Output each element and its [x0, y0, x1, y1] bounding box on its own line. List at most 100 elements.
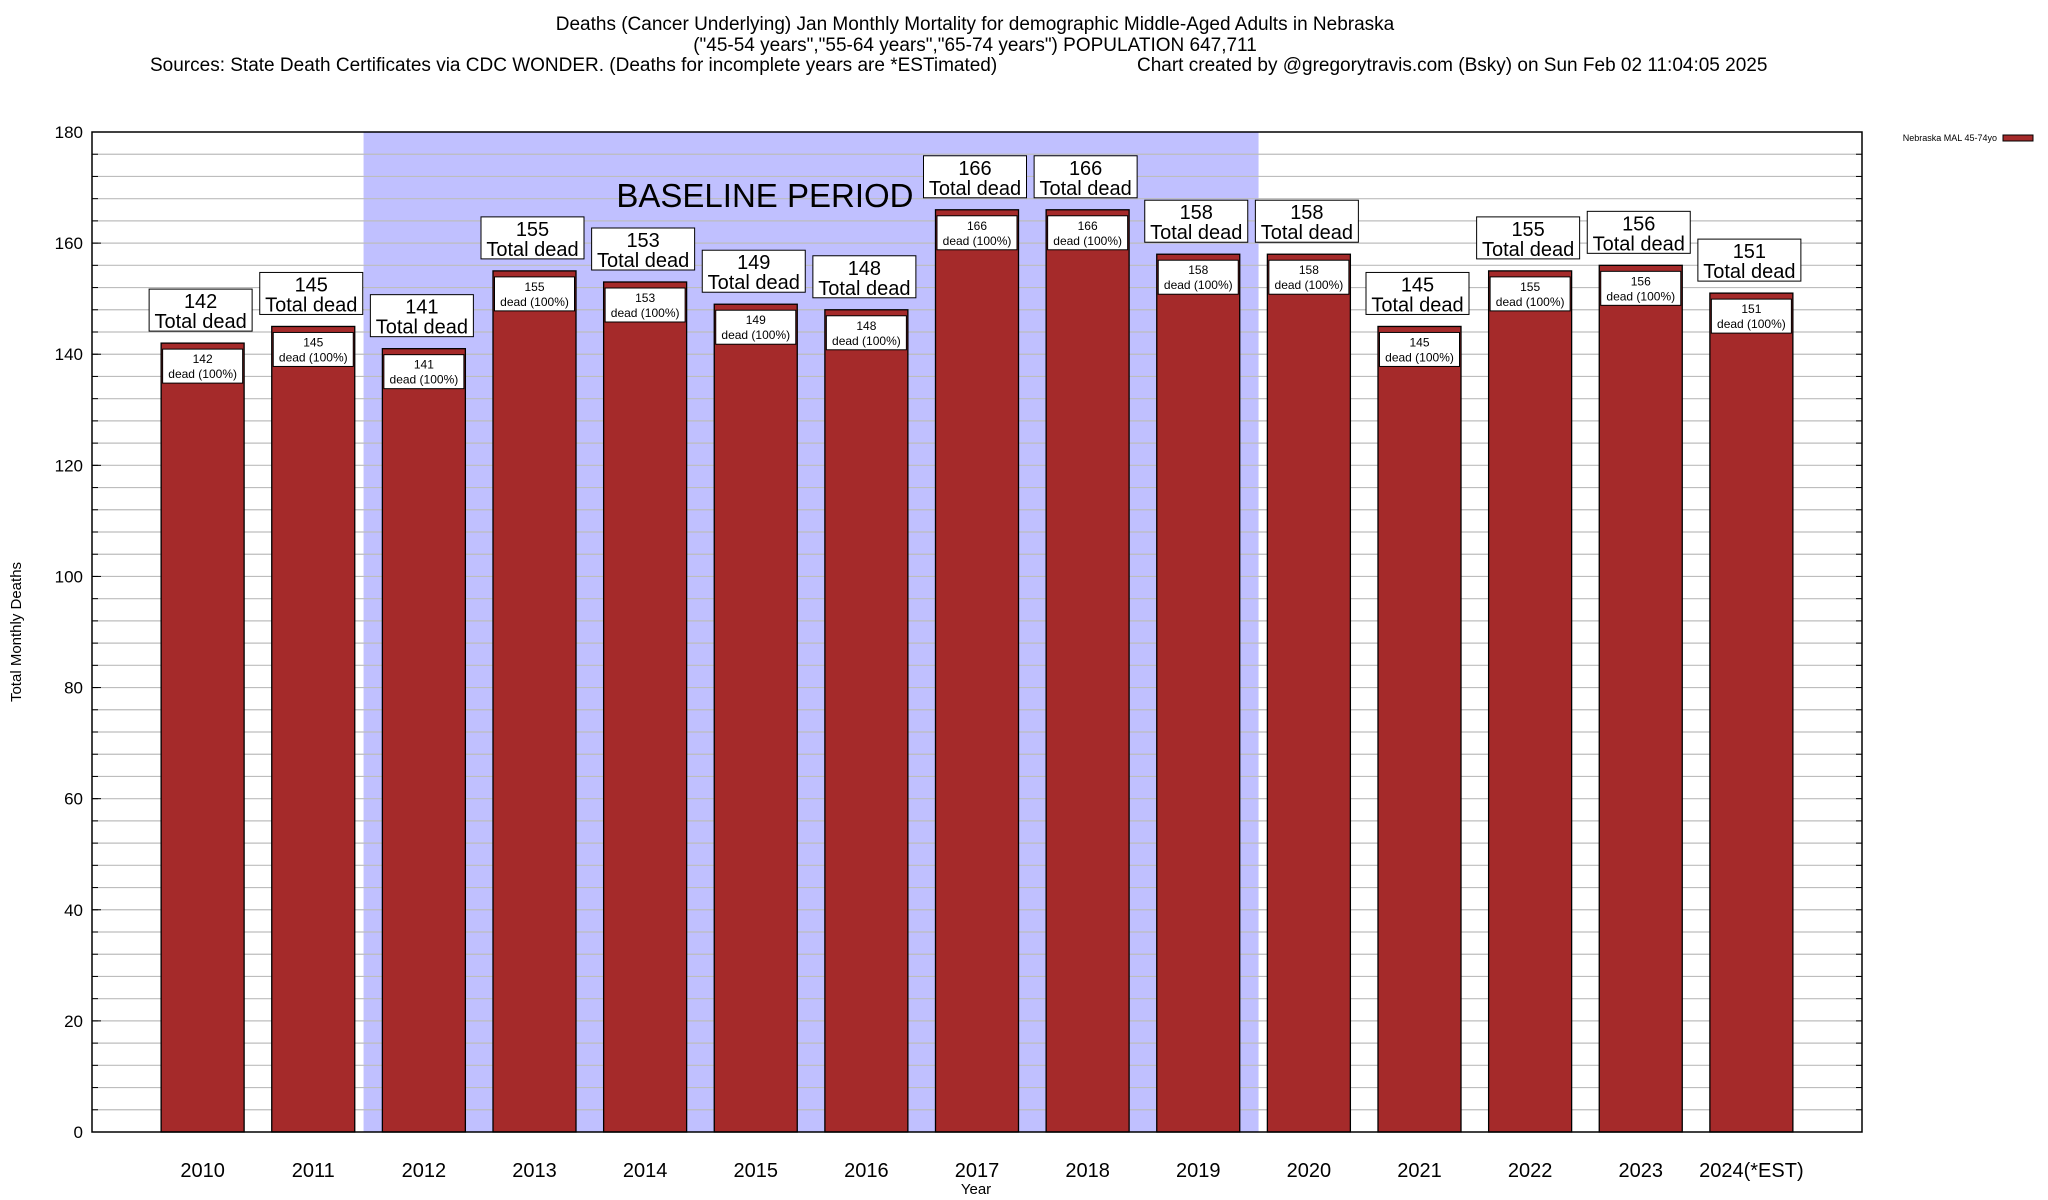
x-tick-label: 2023	[1619, 1160, 1664, 1182]
inner-label-text: dead (100%)	[1053, 234, 1122, 248]
inner-label-text: dead (100%)	[721, 328, 790, 342]
inner-label-value: 151	[1741, 302, 1761, 316]
bar-2014	[602, 281, 688, 1133]
top-label-value: 145	[1401, 274, 1434, 296]
y-tick-label: 0	[74, 1123, 83, 1142]
inner-label-value: 145	[303, 335, 323, 349]
bar-2017	[934, 209, 1020, 1133]
x-tick-label: 2012	[402, 1160, 447, 1182]
inner-label-text: dead (100%)	[500, 295, 569, 309]
bar-2022	[1487, 270, 1573, 1133]
inner-label-box	[383, 354, 465, 390]
inner-label-value: 153	[635, 291, 655, 305]
inner-label-text: dead (100%)	[1606, 289, 1675, 303]
bar-2018	[1045, 209, 1130, 1133]
top-label-text: Total dead	[376, 317, 468, 339]
inner-label-value: 149	[746, 313, 766, 327]
legend-swatch	[2002, 134, 2034, 142]
inner-label-box	[1600, 270, 1682, 306]
inner-label-value: 158	[1188, 263, 1208, 277]
y-axis-label: Total Monthly Deaths	[8, 562, 25, 702]
top-label-text: Total dead	[1482, 239, 1574, 261]
x-tick-label: 2013	[512, 1160, 557, 1182]
y-tick-label: 140	[55, 345, 83, 364]
legend: Nebraska MAL 45-74yo	[1903, 133, 2034, 143]
top-label-text: Total dead	[1593, 233, 1685, 255]
y-tick-label: 180	[55, 123, 83, 142]
top-label-text: Total dead	[154, 311, 246, 333]
x-tick-label: 2020	[1287, 1160, 1332, 1182]
bar-2015	[713, 303, 798, 1133]
legend-label: Nebraska MAL 45-74yo	[1903, 133, 1997, 143]
inner-label-text: dead (100%)	[279, 350, 348, 364]
top-label-value: 166	[958, 158, 991, 180]
top-label-value: 158	[1180, 202, 1213, 224]
y-tick-label: 20	[64, 1012, 83, 1031]
top-label-box	[1033, 155, 1138, 199]
y-tick-label: 100	[55, 567, 83, 586]
bar-2016	[824, 309, 909, 1133]
top-label-text: Total dead	[1150, 222, 1242, 244]
top-label-box	[1586, 210, 1691, 254]
top-label-value: 151	[1733, 241, 1766, 263]
inner-label-box	[715, 309, 797, 345]
inner-label-text: dead (100%)	[832, 334, 901, 348]
top-label-value: 155	[516, 219, 549, 241]
inner-label-value: 166	[1078, 219, 1098, 233]
inner-label-text: dead (100%)	[1717, 317, 1786, 331]
top-label-value: 149	[737, 252, 770, 274]
inner-label-value: 141	[414, 358, 434, 372]
x-tick-label: 2016	[844, 1160, 889, 1182]
top-label-box	[701, 249, 806, 293]
top-label-box	[1144, 199, 1249, 243]
top-label-text: Total dead	[1261, 222, 1353, 244]
inner-label-value: 166	[967, 219, 987, 233]
top-label-box	[259, 271, 364, 315]
bar-2011	[271, 325, 356, 1133]
top-label-text: Total dead	[1039, 178, 1131, 200]
y-tick-label: 160	[55, 234, 83, 253]
x-tick-label: 2019	[1176, 1160, 1221, 1182]
x-tick-label: 2014	[623, 1160, 668, 1182]
inner-label-box	[494, 276, 575, 312]
top-label-value: 156	[1622, 213, 1655, 235]
x-axis-label: Year	[961, 1181, 991, 1198]
x-tick-label: 2024(*EST)	[1699, 1160, 1804, 1182]
top-label-text: Total dead	[486, 239, 578, 261]
bar-2019	[1156, 253, 1241, 1133]
bar-2013	[492, 270, 577, 1133]
inner-label-value: 142	[193, 352, 213, 366]
inner-label-text: dead (100%)	[390, 373, 459, 387]
x-tick-label: 2017	[955, 1160, 1000, 1182]
top-label-text: Total dead	[597, 250, 689, 272]
inner-label-value: 155	[524, 280, 544, 294]
inner-label-value: 145	[1409, 335, 1429, 349]
inner-label-text: dead (100%)	[1496, 295, 1565, 309]
top-label-value: 142	[184, 291, 217, 313]
inner-label-text: dead (100%)	[168, 367, 237, 381]
top-label-box	[369, 294, 474, 338]
x-tick-label: 2011	[292, 1160, 335, 1182]
bar-2021	[1377, 325, 1462, 1133]
inner-label-box	[604, 287, 686, 323]
bar-2020	[1266, 253, 1352, 1133]
top-label-value: 145	[295, 274, 328, 296]
inner-label-text: dead (100%)	[943, 234, 1012, 248]
inner-label-box	[1268, 259, 1350, 295]
top-label-box	[480, 216, 585, 260]
top-label-value: 158	[1290, 202, 1323, 224]
top-label-text: Total dead	[708, 272, 800, 294]
top-label-text: Total dead	[265, 294, 357, 316]
top-label-box	[1697, 238, 1802, 282]
inner-label-text: dead (100%)	[1164, 278, 1233, 292]
top-label-box	[923, 155, 1027, 199]
bar-2023	[1598, 264, 1683, 1133]
top-label-box	[1254, 199, 1359, 243]
plot-frame	[91, 131, 1863, 1133]
inner-label-box	[162, 348, 244, 384]
y-tick-label: 120	[55, 456, 83, 475]
inner-label-value: 155	[1520, 280, 1540, 294]
top-label-value: 155	[1511, 219, 1544, 241]
inner-label-box	[825, 315, 907, 351]
